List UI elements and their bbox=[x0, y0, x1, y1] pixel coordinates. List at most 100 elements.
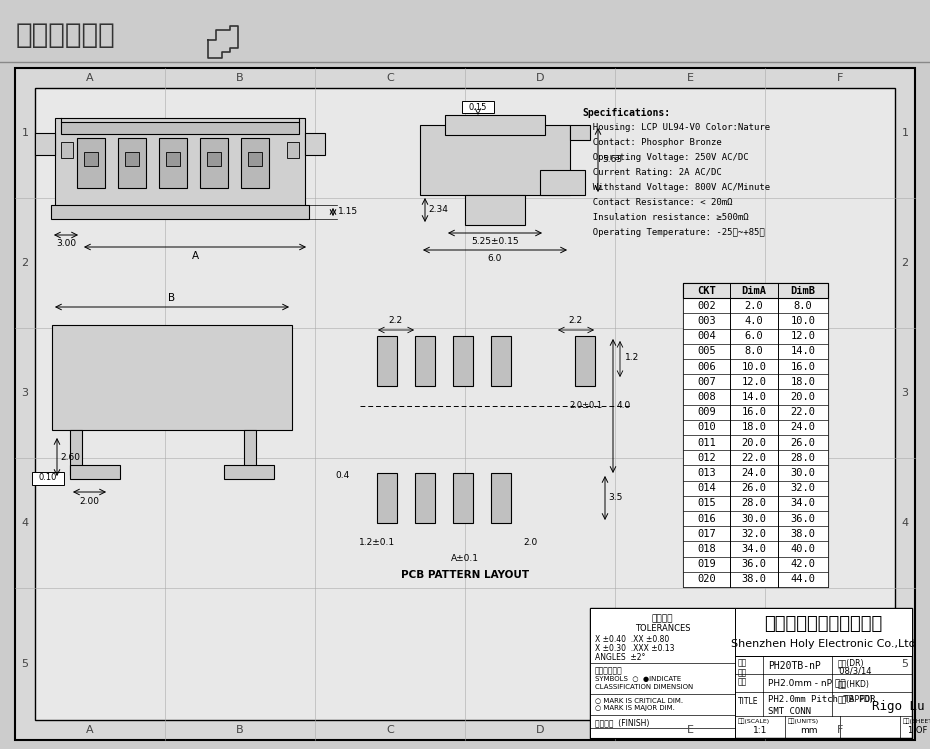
Text: 004: 004 bbox=[698, 331, 716, 342]
Text: 003: 003 bbox=[698, 316, 716, 326]
Text: B: B bbox=[236, 73, 244, 83]
Bar bbox=[70, 465, 120, 479]
Text: 2.0±0.1: 2.0±0.1 bbox=[570, 401, 603, 410]
Text: 26.0: 26.0 bbox=[790, 437, 816, 448]
Text: 1: 1 bbox=[21, 128, 29, 138]
Text: CLASSIFICATION DIMENSION: CLASSIFICATION DIMENSION bbox=[595, 684, 693, 690]
Text: 015: 015 bbox=[698, 498, 716, 509]
Text: 18.0: 18.0 bbox=[790, 377, 816, 386]
Bar bbox=[125, 152, 139, 166]
Text: 1 OF 1: 1 OF 1 bbox=[908, 726, 930, 735]
Bar bbox=[683, 571, 828, 587]
Text: 010: 010 bbox=[698, 422, 716, 432]
Text: 1.2: 1.2 bbox=[625, 353, 639, 362]
Text: PCB PATTERN LAYOUT: PCB PATTERN LAYOUT bbox=[401, 570, 529, 580]
Bar bbox=[683, 542, 828, 557]
Text: SYMBOLS  ○  ●INDICATE: SYMBOLS ○ ●INDICATE bbox=[595, 676, 682, 682]
Text: Shenzhen Holy Electronic Co.,Ltd: Shenzhen Holy Electronic Co.,Ltd bbox=[731, 639, 916, 649]
Bar bbox=[84, 152, 98, 166]
Text: 1: 1 bbox=[901, 128, 909, 138]
Text: 张数(SHEET): 张数(SHEET) bbox=[903, 718, 930, 724]
Bar bbox=[70, 430, 82, 475]
Text: 002: 002 bbox=[698, 301, 716, 311]
Bar bbox=[77, 138, 105, 188]
Bar bbox=[683, 419, 828, 435]
Text: 013: 013 bbox=[698, 468, 716, 478]
Bar bbox=[200, 138, 228, 188]
Text: 017: 017 bbox=[698, 529, 716, 539]
Text: 30.0: 30.0 bbox=[741, 514, 766, 524]
Bar bbox=[683, 389, 828, 404]
Text: B: B bbox=[236, 725, 244, 735]
Text: ANGLES  ±2°: ANGLES ±2° bbox=[595, 653, 645, 662]
Text: 28.0: 28.0 bbox=[741, 498, 766, 509]
Text: E: E bbox=[686, 73, 694, 83]
Text: X ±0.30  .XXX ±0.13: X ±0.30 .XXX ±0.13 bbox=[595, 644, 674, 653]
Text: 36.0: 36.0 bbox=[741, 560, 766, 569]
Text: 005: 005 bbox=[698, 346, 716, 357]
Bar bbox=[453, 336, 473, 386]
Text: 44.0: 44.0 bbox=[790, 574, 816, 584]
Bar bbox=[51, 205, 309, 219]
Text: 2.00: 2.00 bbox=[79, 497, 99, 506]
Text: 核准(APPD): 核准(APPD) bbox=[837, 694, 873, 703]
Text: 40.0: 40.0 bbox=[790, 544, 816, 554]
Text: Rigo Lu: Rigo Lu bbox=[872, 700, 924, 713]
Bar bbox=[118, 138, 146, 188]
Text: 2.0: 2.0 bbox=[523, 538, 538, 547]
Text: 16.0: 16.0 bbox=[741, 407, 766, 417]
Text: Housing: LCP UL94-V0 Color:Nature: Housing: LCP UL94-V0 Color:Nature bbox=[582, 123, 770, 132]
Bar bbox=[241, 138, 269, 188]
Text: A±0.1: A±0.1 bbox=[451, 554, 479, 563]
Text: 1.2±0.1: 1.2±0.1 bbox=[359, 538, 395, 547]
Text: 22.0: 22.0 bbox=[790, 407, 816, 417]
Bar bbox=[377, 473, 397, 523]
Text: PH2.0mm Pitch TB FOR
SMT CONN: PH2.0mm Pitch TB FOR SMT CONN bbox=[768, 695, 875, 716]
Bar bbox=[683, 283, 828, 587]
Bar bbox=[32, 472, 64, 485]
Text: 8.0: 8.0 bbox=[745, 346, 764, 357]
Text: 6.0: 6.0 bbox=[745, 331, 764, 342]
Text: 32.0: 32.0 bbox=[741, 529, 766, 539]
Text: A: A bbox=[86, 73, 94, 83]
Bar bbox=[224, 465, 274, 479]
Bar bbox=[683, 329, 828, 344]
Text: 0.4: 0.4 bbox=[336, 472, 350, 481]
Bar bbox=[35, 133, 55, 155]
Text: 0.15: 0.15 bbox=[469, 103, 487, 112]
Text: 在线图纸下载: 在线图纸下载 bbox=[16, 21, 115, 49]
Bar bbox=[244, 430, 256, 475]
Text: 011: 011 bbox=[698, 437, 716, 448]
Text: 1:1: 1:1 bbox=[753, 726, 767, 735]
Text: 3: 3 bbox=[901, 388, 909, 398]
Text: 26.0: 26.0 bbox=[741, 483, 766, 493]
Bar bbox=[287, 142, 299, 158]
Text: 018: 018 bbox=[698, 544, 716, 554]
Text: 34.0: 34.0 bbox=[741, 544, 766, 554]
Text: 12.0: 12.0 bbox=[790, 331, 816, 342]
Text: 8.0: 8.0 bbox=[793, 301, 813, 311]
Text: 38.0: 38.0 bbox=[741, 574, 766, 584]
Text: 2.2: 2.2 bbox=[568, 316, 582, 325]
Text: 工程
图号: 工程 图号 bbox=[738, 658, 747, 677]
Text: 32.0: 32.0 bbox=[790, 483, 816, 493]
Bar bbox=[683, 496, 828, 511]
Text: 单位(UNITS): 单位(UNITS) bbox=[788, 718, 819, 724]
Bar bbox=[683, 511, 828, 527]
Text: Insulation resistance: ≥500mΩ: Insulation resistance: ≥500mΩ bbox=[582, 213, 749, 222]
Text: TOLERANCES: TOLERANCES bbox=[635, 624, 690, 633]
Text: 12.0: 12.0 bbox=[741, 377, 766, 386]
Text: 10.0: 10.0 bbox=[790, 316, 816, 326]
Text: X ±0.40  .XX ±0.80: X ±0.40 .XX ±0.80 bbox=[595, 635, 670, 644]
Text: 3.5: 3.5 bbox=[608, 494, 622, 503]
Text: ○ MARK IS CRITICAL DIM.: ○ MARK IS CRITICAL DIM. bbox=[595, 697, 684, 703]
Text: 2.34: 2.34 bbox=[428, 205, 448, 214]
Text: 006: 006 bbox=[698, 362, 716, 372]
Bar bbox=[683, 359, 828, 374]
Text: 审核(HKD): 审核(HKD) bbox=[837, 679, 870, 688]
Text: 009: 009 bbox=[698, 407, 716, 417]
Text: 制图(DR): 制图(DR) bbox=[837, 658, 864, 667]
Text: CKT: CKT bbox=[698, 285, 716, 296]
Bar bbox=[159, 138, 187, 188]
Bar bbox=[415, 473, 435, 523]
